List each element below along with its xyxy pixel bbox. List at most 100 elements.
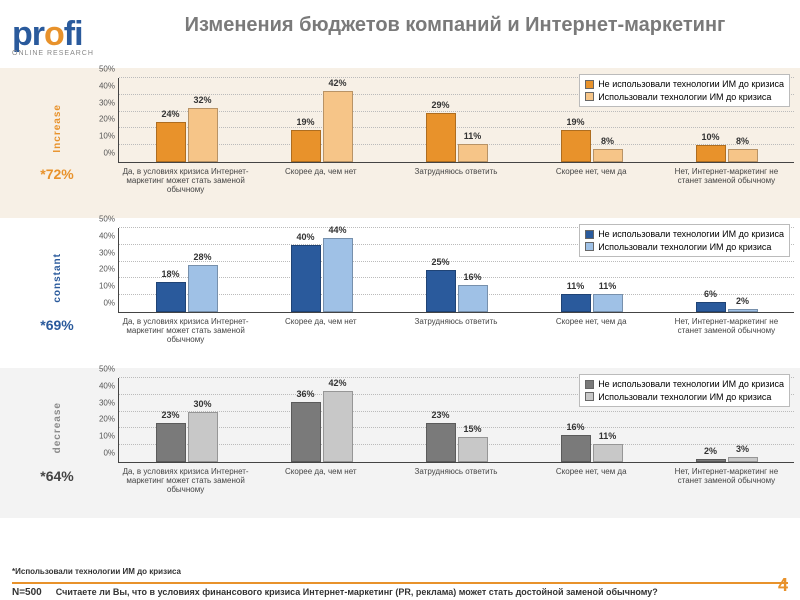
bar-value-label: 30% bbox=[193, 399, 211, 409]
bar-value-label: 11% bbox=[567, 281, 585, 291]
category-group: 29%11% bbox=[389, 78, 524, 162]
legend: Не использовали технологии ИМ до кризиса… bbox=[579, 74, 790, 107]
bar-value-label: 11% bbox=[599, 281, 617, 291]
bar-value-label: 24% bbox=[161, 109, 179, 119]
y-tick: 30% bbox=[93, 248, 115, 257]
bar-value-label: 28% bbox=[193, 252, 211, 262]
legend-item: Не использовали технологии ИМ до кризиса bbox=[585, 378, 784, 391]
bar: 25% bbox=[426, 270, 456, 312]
bar-value-label: 40% bbox=[296, 232, 314, 242]
footnote: *Использовали технологии ИМ до кризиса bbox=[12, 567, 788, 576]
bar: 28% bbox=[188, 265, 218, 312]
row-pct-label: *64% bbox=[40, 468, 73, 484]
bar-value-label: 11% bbox=[464, 131, 482, 141]
bar-value-label: 42% bbox=[328, 78, 346, 88]
x-label: Затрудняюсь ответить bbox=[388, 165, 523, 195]
x-label: Затрудняюсь ответить bbox=[388, 465, 523, 495]
row-vertical-label: constant bbox=[52, 253, 63, 303]
bar: 16% bbox=[458, 285, 488, 312]
y-tick: 0% bbox=[93, 149, 115, 158]
logo: profi ONLINE RESEARCH bbox=[12, 8, 122, 68]
bar-value-label: 42% bbox=[328, 378, 346, 388]
chart-row-increase: Increase *72% Не использовали технологии И… bbox=[0, 68, 800, 218]
x-labels: Да, в условиях кризиса Интернет-маркетин… bbox=[118, 465, 794, 495]
bar-value-label: 29% bbox=[431, 100, 449, 110]
row-pct-label: *72% bbox=[40, 166, 73, 182]
row-vertical-label: Increase bbox=[52, 104, 63, 153]
legend-label: Использовали технологии ИМ до кризиса bbox=[598, 91, 771, 104]
bar-value-label: 8% bbox=[601, 136, 614, 146]
bar: 10% bbox=[696, 145, 726, 162]
category-group: 24% 32% bbox=[119, 78, 254, 162]
y-tick: 40% bbox=[93, 381, 115, 390]
bar: 42% bbox=[323, 391, 353, 462]
category-group: 40% 44% bbox=[254, 228, 389, 312]
footer: *Использовали технологии ИМ до кризиса N… bbox=[0, 567, 800, 598]
bar: 36% bbox=[291, 402, 321, 462]
bar: 42% bbox=[323, 91, 353, 162]
y-tick: 10% bbox=[93, 282, 115, 291]
legend-swatch bbox=[585, 80, 594, 89]
category-group: 23%15% bbox=[389, 378, 524, 462]
n-label: N=500 bbox=[12, 587, 42, 598]
legend: Не использовали технологии ИМ до кризиса… bbox=[579, 224, 790, 257]
bar: 11% bbox=[458, 144, 488, 162]
y-tick: 0% bbox=[93, 299, 115, 308]
legend-item: Не использовали технологии ИМ до кризиса bbox=[585, 228, 784, 241]
bar-value-label: 15% bbox=[463, 424, 481, 434]
bar-value-label: 19% bbox=[566, 117, 584, 127]
bar: 11% bbox=[561, 294, 591, 312]
bar: 11% bbox=[593, 294, 623, 312]
bar: 8% bbox=[728, 149, 758, 162]
y-tick: 50% bbox=[93, 365, 115, 374]
y-tick: 40% bbox=[93, 231, 115, 240]
bar: 40% bbox=[291, 245, 321, 312]
chart-area: Не использовали технологии ИМ до кризиса… bbox=[110, 218, 800, 368]
bar-value-label: 23% bbox=[161, 410, 179, 420]
y-tick: 40% bbox=[93, 81, 115, 90]
x-label: Да, в условиях кризиса Интернет-маркетин… bbox=[118, 465, 253, 495]
bar-value-label: 16% bbox=[566, 422, 584, 432]
bar-value-label: 8% bbox=[736, 136, 749, 146]
chart-area: Не использовали технологии ИМ до кризиса… bbox=[110, 68, 800, 218]
y-tick: 50% bbox=[93, 65, 115, 74]
bar: 18% bbox=[156, 282, 186, 312]
row-pct-label: *69% bbox=[40, 317, 73, 333]
bar: 29% bbox=[426, 113, 456, 162]
logo-subtitle: ONLINE RESEARCH bbox=[12, 50, 122, 57]
bar: 23% bbox=[426, 423, 456, 462]
row-label-col: Increase *72% bbox=[0, 68, 110, 218]
bar: 2% bbox=[728, 309, 758, 312]
y-tick: 20% bbox=[93, 415, 115, 424]
bar-value-label: 16% bbox=[463, 272, 481, 282]
bar-value-label: 44% bbox=[328, 225, 346, 235]
x-label: Скорее нет, чем да bbox=[524, 465, 659, 495]
x-label: Нет, Интернет-маркетинг не станет замено… bbox=[659, 165, 794, 195]
legend-item: Использовали технологии ИМ до кризиса bbox=[585, 91, 784, 104]
chart-area: Не использовали технологии ИМ до кризиса… bbox=[110, 368, 800, 518]
logo-part2: o bbox=[44, 15, 64, 53]
bar: 2% bbox=[696, 459, 726, 462]
logo-part3: fi bbox=[64, 15, 83, 53]
x-label: Скорее нет, чем да bbox=[524, 315, 659, 345]
legend-swatch bbox=[585, 92, 594, 101]
bar-value-label: 2% bbox=[704, 446, 717, 456]
category-group: 19%42% bbox=[254, 78, 389, 162]
y-tick: 30% bbox=[93, 398, 115, 407]
legend: Не использовали технологии ИМ до кризиса… bbox=[579, 374, 790, 407]
bar-value-label: 3% bbox=[736, 444, 749, 454]
y-tick: 10% bbox=[93, 132, 115, 141]
x-labels: Да, в условиях кризиса Интернет-маркетин… bbox=[118, 315, 794, 345]
legend-label: Не использовали технологии ИМ до кризиса bbox=[598, 78, 784, 91]
bar: 8% bbox=[593, 149, 623, 162]
row-label-col: decrease*64% bbox=[0, 368, 110, 518]
y-tick: 10% bbox=[93, 432, 115, 441]
chart-row-decrease: decrease*64% Не использовали технологии И… bbox=[0, 368, 800, 518]
bar-value-label: 32% bbox=[193, 95, 211, 105]
bar-value-label: 25% bbox=[431, 257, 449, 267]
bar: 30% bbox=[188, 412, 218, 462]
category-group: 18%28% bbox=[119, 228, 254, 312]
bar: 15% bbox=[458, 437, 488, 462]
x-label: Да, в условиях кризиса Интернет-маркетин… bbox=[118, 165, 253, 195]
x-label: Скорее нет, чем да bbox=[524, 165, 659, 195]
